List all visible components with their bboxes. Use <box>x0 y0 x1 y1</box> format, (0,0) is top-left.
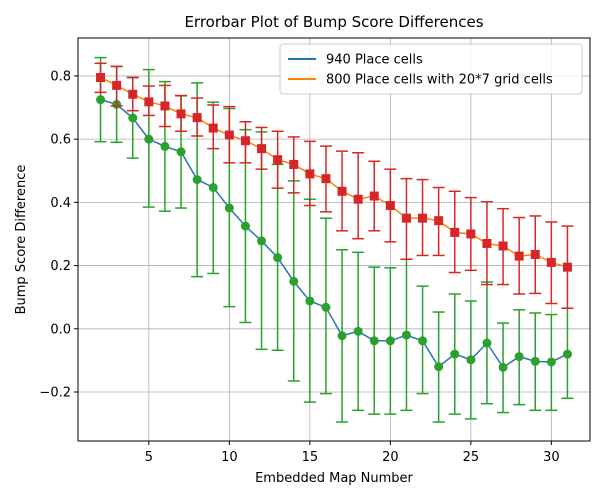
data-point <box>498 241 508 251</box>
data-point <box>562 262 572 272</box>
data-point <box>208 123 218 133</box>
data-point <box>224 130 234 140</box>
data-point <box>401 213 411 223</box>
y-axis-title: Bump Score Difference <box>14 165 29 315</box>
data-point <box>418 336 428 346</box>
y-tick-label: 0.4 <box>50 196 71 211</box>
data-point <box>224 203 234 213</box>
data-point <box>321 302 331 312</box>
data-point <box>482 238 492 248</box>
data-point <box>434 216 444 226</box>
data-point <box>273 155 283 165</box>
y-tick-label: 0.2 <box>50 259 71 274</box>
data-point <box>160 141 170 151</box>
data-point <box>369 191 379 201</box>
data-point <box>353 326 363 336</box>
data-point <box>96 73 106 83</box>
data-point <box>546 257 556 267</box>
x-tick-label: 20 <box>382 450 399 465</box>
plot-frame <box>77 37 591 442</box>
data-point <box>208 183 218 193</box>
data-point <box>450 227 460 237</box>
data-point <box>337 186 347 196</box>
data-point <box>305 296 315 306</box>
data-point <box>514 251 524 261</box>
data-point <box>112 80 122 90</box>
data-point <box>321 174 331 184</box>
x-tick-label: 15 <box>302 450 319 465</box>
data-point <box>562 349 572 359</box>
data-point <box>514 352 524 362</box>
data-point <box>337 331 347 341</box>
legend-label: 800 Place cells with 20*7 grid cells <box>326 73 553 88</box>
x-axis-title: Embedded Map Number <box>255 471 413 486</box>
data-point <box>530 250 540 260</box>
data-point <box>128 113 138 123</box>
series-2 <box>94 62 574 309</box>
data-point <box>240 221 250 231</box>
data-point <box>289 159 299 169</box>
data-point <box>128 89 138 99</box>
y-tick-label: −0.2 <box>39 386 71 401</box>
x-tick-label: 25 <box>463 450 480 465</box>
legend-box <box>279 43 583 95</box>
data-point <box>530 356 540 366</box>
data-point <box>176 109 186 119</box>
data-point <box>240 136 250 146</box>
data-point <box>192 113 202 123</box>
plot-data <box>94 56 574 423</box>
data-point <box>353 194 363 204</box>
data-point <box>305 169 315 179</box>
legend: 940 Place cells 800 Place cells with 20*7… <box>279 43 583 95</box>
data-point <box>144 134 154 144</box>
axis-ticks: 5 10 15 20 25 30 −0.2 0.0 0.2 0.4 0.6 0.8 <box>39 69 559 465</box>
data-point <box>498 362 508 372</box>
data-point <box>192 175 202 185</box>
legend-label: 940 Place cells <box>326 53 423 68</box>
data-point <box>160 101 170 111</box>
data-point <box>401 330 411 340</box>
data-point <box>257 144 267 154</box>
x-tick-label: 30 <box>543 450 560 465</box>
data-point <box>96 95 106 105</box>
data-point <box>482 338 492 348</box>
data-point <box>434 362 444 372</box>
data-point <box>385 336 395 346</box>
data-point <box>257 236 267 246</box>
y-tick-label: 0.0 <box>50 322 71 337</box>
x-tick-label: 5 <box>145 450 153 465</box>
data-point <box>385 201 395 211</box>
data-point <box>450 349 460 359</box>
data-point <box>466 229 476 239</box>
data-point <box>176 147 186 157</box>
data-point <box>273 253 283 263</box>
data-point <box>546 357 556 367</box>
y-tick-label: 0.6 <box>50 133 71 148</box>
data-point <box>369 336 379 346</box>
chart-title: Errorbar Plot of Bump Score Differences <box>184 13 483 31</box>
data-point <box>418 213 428 223</box>
y-tick-label: 0.8 <box>50 69 71 84</box>
data-point <box>289 276 299 286</box>
series-1 <box>94 56 574 423</box>
data-point <box>144 97 154 107</box>
x-tick-label: 10 <box>221 450 238 465</box>
data-point <box>466 355 476 365</box>
